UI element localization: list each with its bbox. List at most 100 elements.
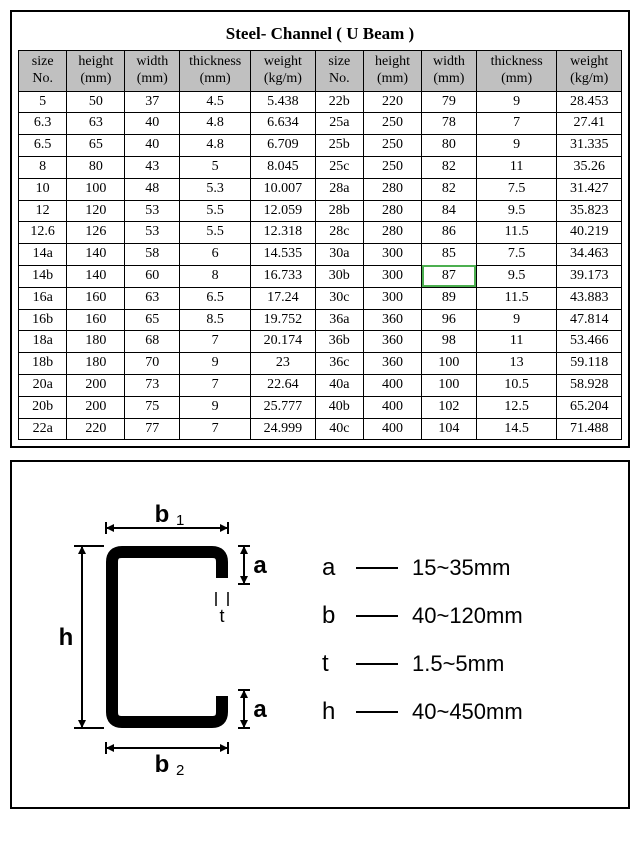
table-cell: 14.535 (251, 244, 315, 266)
table-cell: 7.5 (476, 178, 557, 200)
table-cell: 22a (19, 418, 67, 440)
table-cell: 22b (315, 91, 363, 113)
table-cell: 400 (363, 396, 421, 418)
table-cell: 6.3 (19, 113, 67, 135)
table-cell: 140 (67, 244, 125, 266)
table-cell: 400 (363, 418, 421, 440)
table-cell: 12 (19, 200, 67, 222)
table-cell: 40.219 (557, 222, 622, 244)
table-cell: 5 (19, 91, 67, 113)
table-cell: 43.883 (557, 287, 622, 309)
column-header: thickness(mm) (476, 51, 557, 92)
table-cell: 87 (422, 265, 477, 287)
table-cell: 58.928 (557, 374, 622, 396)
column-header: thickness(mm) (180, 51, 251, 92)
table-cell: 98 (422, 331, 477, 353)
table-row: 14a14058614.53530a300857.534.463 (19, 244, 622, 266)
table-cell: 63 (125, 287, 180, 309)
table-cell: 40c (315, 418, 363, 440)
table-cell: 13 (476, 353, 557, 375)
table-cell: 36a (315, 309, 363, 331)
table-cell: 10.007 (251, 178, 315, 200)
diagram-frame: b1b2haat a15~35mmb40~120mmt1.5~5mmh40~45… (10, 460, 630, 809)
table-cell: 80 (67, 156, 125, 178)
table-cell: 37 (125, 91, 180, 113)
table-row: 12.6126535.512.31828c2808611.540.219 (19, 222, 622, 244)
spec-row: b40~120mm (322, 592, 523, 640)
table-cell: 18b (19, 353, 67, 375)
table-cell: 250 (363, 113, 421, 135)
table-cell: 25b (315, 135, 363, 157)
table-cell: 12.6 (19, 222, 67, 244)
table-cell: 39.173 (557, 265, 622, 287)
table-cell: 6 (180, 244, 251, 266)
table-cell: 85 (422, 244, 477, 266)
cross-section-diagram: b1b2haat (32, 492, 292, 787)
table-cell: 20.174 (251, 331, 315, 353)
table-row: 18a18068720.17436b360981153.466 (19, 331, 622, 353)
table-cell: 79 (422, 91, 477, 113)
table-cell: 89 (422, 287, 477, 309)
table-cell: 5.3 (180, 178, 251, 200)
table-cell: 104 (422, 418, 477, 440)
table-cell: 58 (125, 244, 180, 266)
spec-value: 40~450mm (412, 690, 523, 734)
table-cell: 17.24 (251, 287, 315, 309)
table-cell: 140 (67, 265, 125, 287)
table-cell: 4.5 (180, 91, 251, 113)
table-cell: 4.8 (180, 135, 251, 157)
table-cell: 23 (251, 353, 315, 375)
spec-dash (356, 615, 398, 617)
table-cell: 120 (67, 200, 125, 222)
table-cell: 360 (363, 353, 421, 375)
table-cell: 6.634 (251, 113, 315, 135)
table-cell: 28b (315, 200, 363, 222)
spec-row: t1.5~5mm (322, 640, 523, 688)
table-cell: 28c (315, 222, 363, 244)
table-cell: 200 (67, 396, 125, 418)
column-header: width(mm) (422, 51, 477, 92)
table-cell: 5.5 (180, 222, 251, 244)
table-cell: 24.999 (251, 418, 315, 440)
table-cell: 27.41 (557, 113, 622, 135)
table-cell: 4.8 (180, 113, 251, 135)
table-cell: 86 (422, 222, 477, 244)
table-cell: 7 (180, 418, 251, 440)
table-cell: 220 (363, 91, 421, 113)
table-row: 22a22077724.99940c40010414.571.488 (19, 418, 622, 440)
table-cell: 82 (422, 178, 477, 200)
table-cell: 6.709 (251, 135, 315, 157)
table-cell: 100 (422, 374, 477, 396)
table-cell: 9 (476, 309, 557, 331)
table-cell: 9 (476, 91, 557, 113)
table-cell: 28.453 (557, 91, 622, 113)
table-cell: 11.5 (476, 287, 557, 309)
table-cell: 6.5 (19, 135, 67, 157)
table-cell: 47.814 (557, 309, 622, 331)
spec-dash (356, 663, 398, 665)
table-cell: 53.466 (557, 331, 622, 353)
table-cell: 300 (363, 287, 421, 309)
svg-text:h: h (59, 624, 74, 651)
table-row: 16a160636.517.2430c3008911.543.883 (19, 287, 622, 309)
column-header: weight(kg/m) (251, 51, 315, 92)
spec-row: a15~35mm (322, 544, 523, 592)
table-cell: 7 (180, 331, 251, 353)
spec-label: h (322, 688, 342, 736)
table-cell: 35.26 (557, 156, 622, 178)
table-cell: 14a (19, 244, 67, 266)
table-cell: 220 (67, 418, 125, 440)
table-cell: 8 (180, 265, 251, 287)
table-cell: 9.5 (476, 200, 557, 222)
spec-row: h 40~450mm (322, 688, 523, 736)
spec-dash (356, 711, 398, 713)
table-cell: 5 (180, 156, 251, 178)
table-cell: 11 (476, 156, 557, 178)
spec-dash (356, 567, 398, 569)
table-cell: 280 (363, 222, 421, 244)
table-cell: 65 (67, 135, 125, 157)
table-cell: 300 (363, 244, 421, 266)
table-row: 16b160658.519.75236a36096947.814 (19, 309, 622, 331)
table-cell: 16a (19, 287, 67, 309)
table-cell: 14b (19, 265, 67, 287)
